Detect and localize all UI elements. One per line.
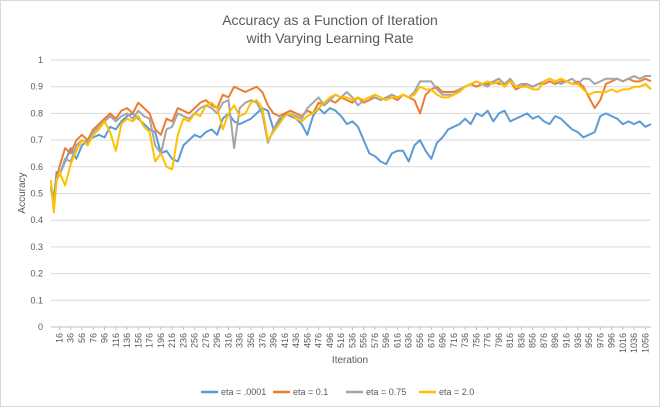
y-tick-label: 0.6 (30, 162, 43, 172)
y-tick-label: 0.4 (30, 215, 43, 225)
x-tick-label: 336 (235, 333, 245, 348)
x-tick-label: 836 (516, 333, 526, 348)
x-tick-label: 296 (212, 333, 222, 348)
x-tick-label: 356 (246, 333, 256, 348)
x-tick-label: 176 (145, 333, 155, 348)
series-line-4 (50, 77, 652, 214)
y-tick-label: 0.9 (30, 82, 43, 92)
y-tick-label: 1 (38, 55, 43, 65)
x-tick-label: 736 (460, 333, 470, 348)
series-line-2 (50, 77, 652, 208)
legend-label: eta = 2.0 (439, 387, 474, 397)
x-tick-label: 896 (550, 333, 560, 348)
x-tick-label: 456 (302, 333, 312, 348)
x-tick-label: 396 (269, 333, 279, 348)
x-tick-label: 436 (291, 333, 301, 348)
legend-label: eta = 0.75 (366, 387, 406, 397)
x-tick-label: 556 (359, 333, 369, 348)
y-axis-title: Accuracy (17, 172, 28, 213)
series-line-3 (50, 75, 651, 203)
x-tick-label: 1056 (640, 333, 650, 353)
legend: eta = .0001 eta = 0.1 eta = 0.75 eta = 2.0 (201, 387, 474, 397)
x-tick-label: 956 (584, 333, 594, 348)
x-tick-label: 476 (314, 333, 324, 348)
x-tick-label: 76 (88, 333, 98, 343)
x-tick-label: 316 (223, 333, 233, 348)
x-axis-title: Iteration (332, 355, 368, 366)
x-tick-label: 916 (561, 333, 571, 348)
x-tick-label: 596 (381, 333, 391, 348)
x-tick-label: 716 (449, 333, 459, 348)
x-tick-label: 496 (325, 333, 335, 348)
chart-title: Accuracy as a Function of Iteration with… (1, 11, 659, 47)
y-tick-label: 0.7 (30, 135, 43, 145)
x-tick-label: 856 (528, 333, 538, 348)
x-tick-label: 256 (190, 333, 200, 348)
x-tick-label: 96 (100, 333, 110, 343)
x-tick-label: 816 (505, 333, 515, 348)
x-tick-label: 516 (336, 333, 346, 348)
x-tick-label: 1036 (629, 333, 639, 353)
x-tick-label: 36 (66, 333, 76, 343)
y-tick-label: 0 (38, 322, 43, 332)
y-tick-label: 0.8 (30, 108, 43, 118)
x-tick-label: 976 (595, 333, 605, 348)
x-tick-label: 656 (415, 333, 425, 348)
x-tick-label: 136 (122, 333, 132, 348)
x-tick-label: 756 (471, 333, 481, 348)
legend-label: eta = .0001 (221, 387, 266, 397)
x-tick-label: 16 (54, 333, 64, 343)
chart-title-line-1: Accuracy as a Function of Iteration (222, 12, 438, 28)
x-tick-label: 696 (438, 333, 448, 348)
legend-label: eta = 0.1 (293, 387, 328, 397)
chart-title-line-2: with Varying Learning Rate (246, 30, 414, 46)
x-tick-label: 56 (77, 333, 87, 343)
x-tick-label: 576 (370, 333, 380, 348)
x-tick-label: 796 (494, 333, 504, 348)
x-tick-label: 416 (280, 333, 290, 348)
series-line-1 (50, 107, 652, 200)
x-tick-label: 636 (404, 333, 414, 348)
y-tick-label: 0.2 (30, 269, 43, 279)
x-tick-label: 236 (178, 333, 188, 348)
x-tick-label: 676 (426, 333, 436, 348)
gridlines (51, 59, 651, 328)
x-tick-label: 156 (133, 333, 143, 348)
x-tick-label: 276 (201, 333, 211, 348)
x-tick-label: 936 (573, 333, 583, 348)
x-tick-label: 776 (483, 333, 493, 348)
x-tick-label: 536 (347, 333, 357, 348)
x-tick-label: 996 (607, 333, 617, 348)
x-tick-label: 1016 (618, 333, 628, 353)
series-lines (50, 75, 652, 214)
x-tick-label: 196 (156, 333, 166, 348)
y-tick-label: 0.3 (30, 242, 43, 252)
y-tick-label: 0.1 (30, 295, 43, 305)
x-tick-label: 216 (167, 333, 177, 348)
x-tick-label: 116 (111, 333, 121, 347)
x-tick-label: 876 (539, 333, 549, 348)
x-tick-label: 616 (392, 333, 402, 348)
x-tick-label: 376 (257, 333, 267, 348)
y-tick-label: 0.5 (30, 189, 43, 199)
